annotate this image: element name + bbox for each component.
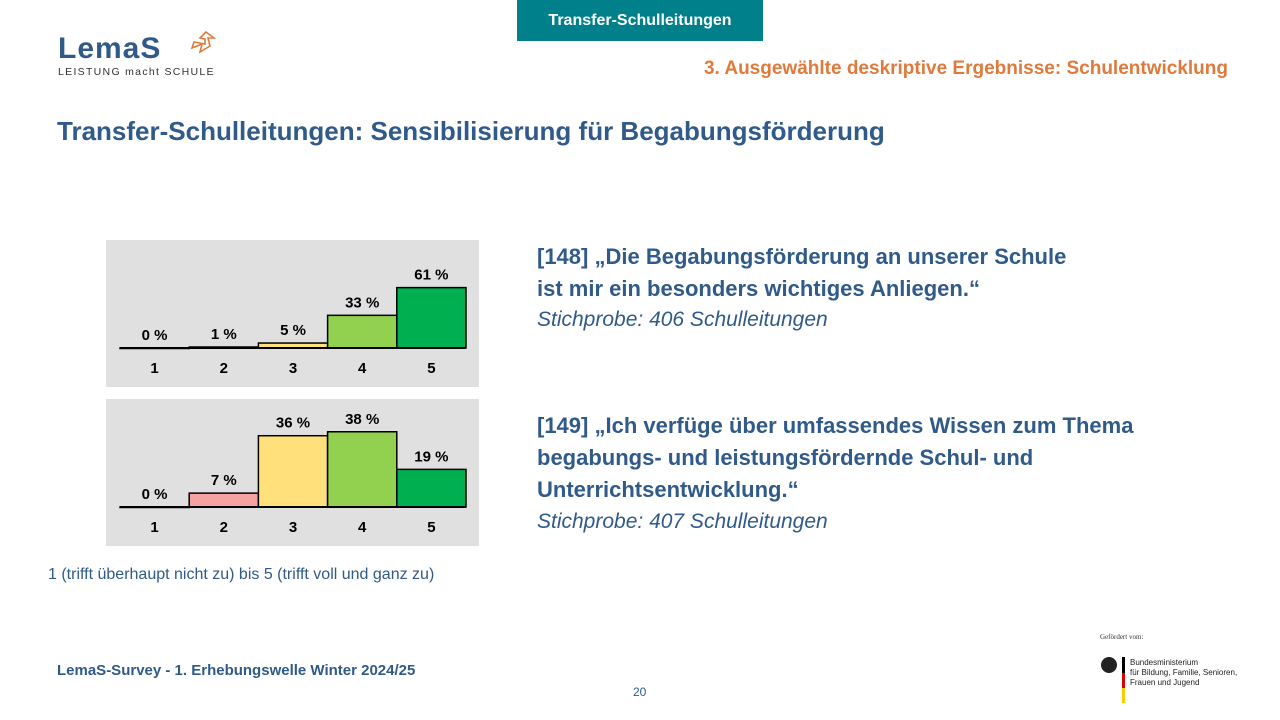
ministry-name: Bundesministerium für Bildung, Familie, … <box>1130 658 1237 688</box>
data-label: 7 % <box>211 472 237 489</box>
question-line: [148] „Die Begabungsförderung an unserer… <box>537 244 1067 269</box>
x-tick-label: 4 <box>358 360 367 377</box>
data-label: 61 % <box>414 267 448 284</box>
data-label: 5 % <box>280 322 306 339</box>
flag-stripe-red <box>1122 673 1125 688</box>
data-label: 1 % <box>211 326 237 343</box>
chart-panel-149: 0 % 1 7 % 2 36 % 3 38 % 4 19 % 5 <box>106 399 479 546</box>
data-label: 33 % <box>345 294 379 311</box>
sample-149: Stichprobe: 407 Schulleitungen <box>537 510 828 533</box>
page-number: 20 <box>633 685 647 699</box>
chart-panel-148: 0 % 1 1 % 2 5 % 3 33 % 4 61 % 5 <box>106 240 479 387</box>
flag-stripe-gold <box>1122 688 1125 703</box>
data-label: 19 % <box>414 448 448 465</box>
x-tick-label: 2 <box>220 519 228 536</box>
data-label: 38 % <box>345 411 379 428</box>
logo-tagline: LEISTUNG macht SCHULE <box>58 66 215 78</box>
x-tick-label: 3 <box>289 360 297 377</box>
data-label: 0 % <box>142 486 168 503</box>
x-tick-label: 5 <box>427 360 435 377</box>
x-tick-label: 3 <box>289 519 297 536</box>
question-line: [149] „Ich verfüge über umfassendes Wiss… <box>537 413 1134 438</box>
ministry-line: für Bildung, Familie, Senioren, <box>1130 668 1238 677</box>
bar-4 <box>326 431 398 508</box>
question-line: ist mir ein besonders wichtiges Anliegen… <box>537 276 980 301</box>
footer-text: LemaS-Survey - 1. Erhebungswelle Winter … <box>57 662 416 679</box>
page-title: Transfer-Schulleitungen: Sensibilisierun… <box>57 116 885 146</box>
question-line: begabungs- und leistungsfördernde Schul-… <box>537 445 1034 470</box>
question-149: [149] „Ich verfüge über umfassendes Wiss… <box>537 410 1133 506</box>
sample-148: Stichprobe: 406 Schulleitungen <box>537 308 828 331</box>
ministry-line: Frauen und Jugend <box>1130 678 1200 687</box>
bar-3 <box>257 434 329 508</box>
bar-4 <box>326 314 398 349</box>
data-label: 0 % <box>142 327 168 344</box>
logo-arrow-icon <box>190 30 217 54</box>
logo: LemaS <box>58 32 162 65</box>
funding-label: Gefördert vom: <box>1100 633 1144 641</box>
x-tick-label: 1 <box>150 519 158 536</box>
x-tick-label: 4 <box>358 519 367 536</box>
question-148: [148] „Die Begabungsförderung an unserer… <box>537 241 1066 305</box>
x-tick-label: 5 <box>427 519 435 536</box>
eagle-icon <box>1101 657 1117 673</box>
header-tab: Transfer-Schulleitungen <box>517 0 763 41</box>
scale-note: 1 (trifft überhaupt nicht zu) bis 5 (tri… <box>48 566 435 583</box>
section-title: 3. Ausgewählte deskriptive Ergebnisse: S… <box>703 58 1228 79</box>
x-tick-label: 2 <box>220 360 228 377</box>
ministry-line: Bundesministerium <box>1130 658 1199 667</box>
data-label: 36 % <box>276 415 310 432</box>
bar-5 <box>396 286 467 349</box>
x-tick-label: 1 <box>150 360 158 377</box>
question-line: Unterrichtsentwicklung.“ <box>537 477 799 502</box>
bar-5 <box>396 468 467 508</box>
flag-stripe-black <box>1122 657 1125 673</box>
bar-2 <box>188 492 260 508</box>
